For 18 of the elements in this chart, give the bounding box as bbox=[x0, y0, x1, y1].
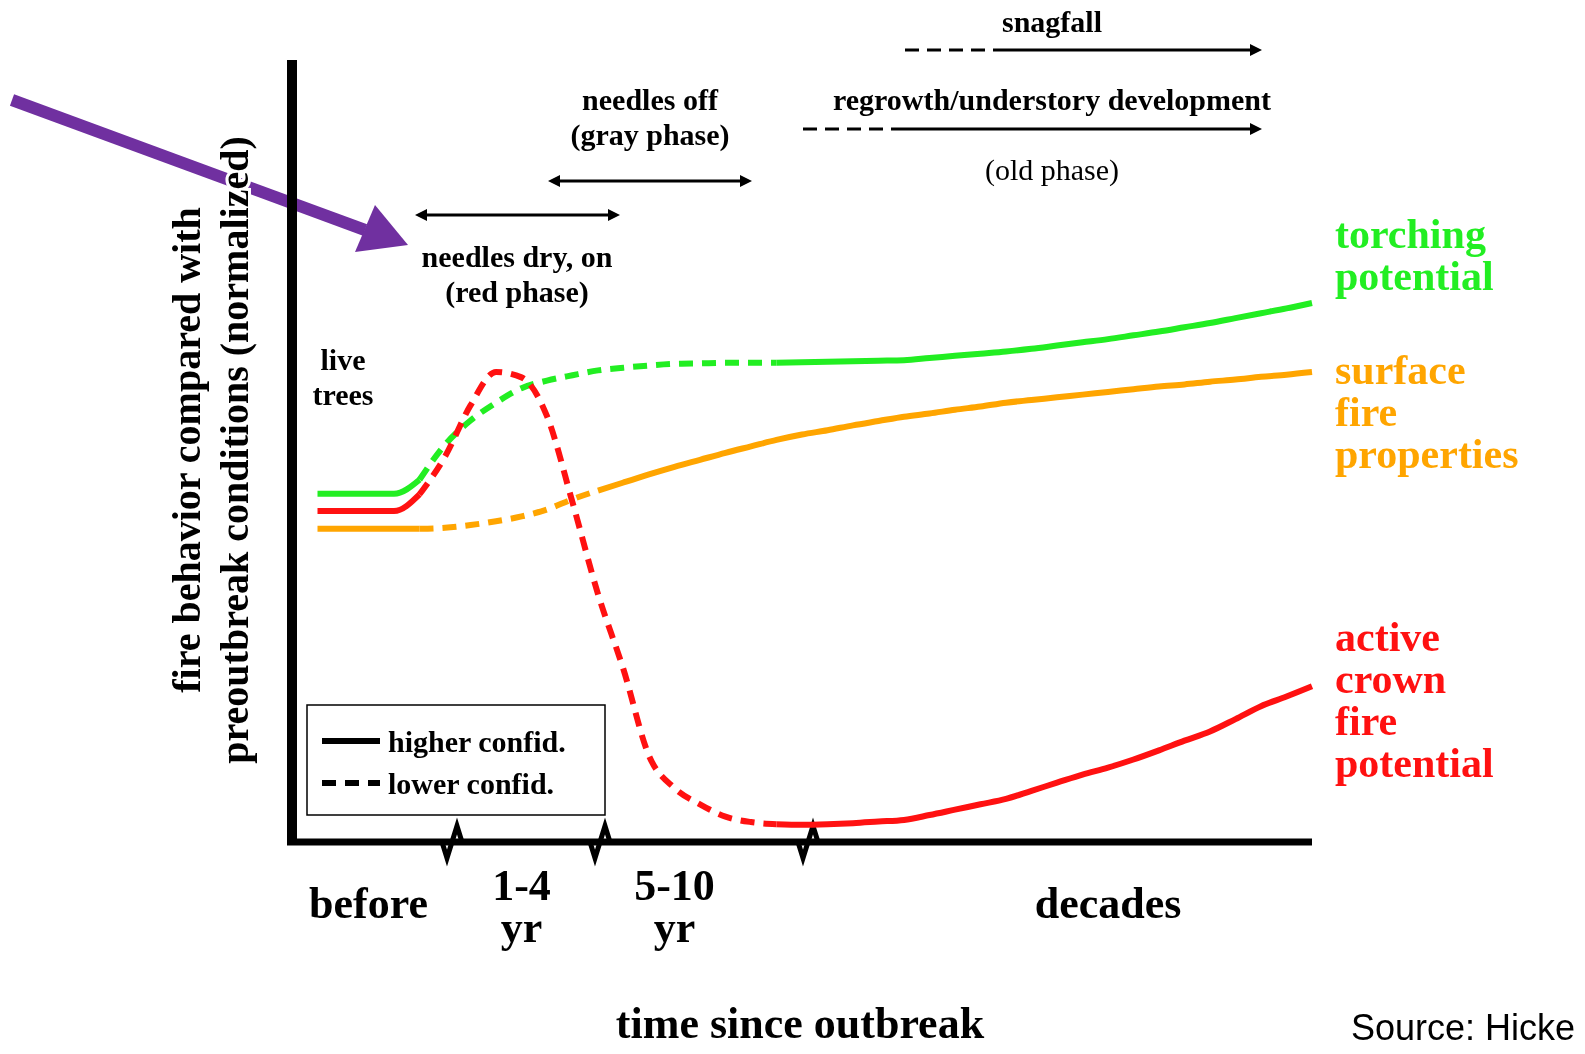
series-label: surface fire properties bbox=[1335, 346, 1519, 477]
annotation: needles dry, on (red phase) bbox=[421, 240, 613, 309]
text: snagfall bbox=[1001, 5, 1103, 38]
x-tick-label: before bbox=[309, 879, 428, 928]
annotation: higher confid. bbox=[388, 725, 566, 758]
x-tick-label: decades bbox=[1034, 879, 1182, 928]
series-label: torching potential bbox=[1335, 211, 1494, 299]
text: (old phase) bbox=[984, 153, 1120, 187]
source-note: Source: Hicke bbox=[1350, 1007, 1575, 1048]
text: needles off (gray phase) bbox=[570, 83, 730, 152]
annotation: live trees bbox=[312, 343, 374, 411]
text: regrowth/understory development bbox=[832, 83, 1272, 116]
x-tick-label: 5-10 yr bbox=[634, 861, 715, 952]
y-axis-title: fire behavior compared with preoutbreak conditions (normalized) bbox=[164, 136, 257, 764]
x-tick-label: 1-4 yr bbox=[492, 861, 551, 952]
annotation: lower confid. bbox=[388, 767, 555, 800]
x-axis-title: time since outbreak bbox=[615, 999, 985, 1048]
series-label: active crown fire potential bbox=[1335, 614, 1494, 787]
